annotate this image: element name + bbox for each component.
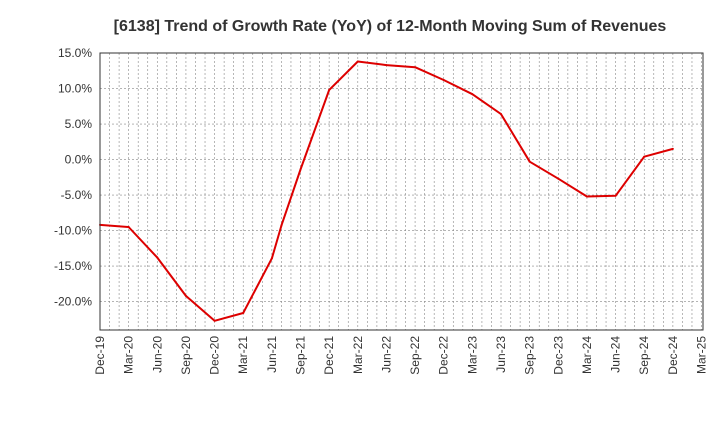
x-tick-label: Sep-21: [294, 336, 308, 375]
x-tick-label: Mar-22: [351, 336, 365, 374]
series-line: [99, 60, 674, 322]
data-point: [270, 257, 273, 260]
data-point: [385, 64, 388, 67]
x-tick-label: Jun-21: [265, 336, 279, 373]
y-tick-label: -20.0%: [54, 295, 92, 309]
data-point: [643, 155, 646, 158]
x-tick-label: Mar-25: [695, 336, 709, 374]
y-tick-label: -15.0%: [54, 259, 92, 273]
x-tick-label: Sep-22: [408, 336, 422, 375]
x-tick-label: Jun-20: [150, 336, 164, 373]
y-tick-label: 0.0%: [65, 153, 93, 167]
data-point: [127, 226, 130, 229]
data-point: [156, 256, 159, 259]
y-axis-ticks: 15.0% 10.0% 5.0% 0.0% -5.0% -10.0% -15.0% -20.0…: [54, 46, 92, 309]
series-layer: [99, 60, 674, 322]
y-tick-label: -10.0%: [54, 224, 92, 238]
grid: [100, 52, 703, 330]
y-tick-label: 5.0%: [65, 117, 93, 131]
data-point: [585, 195, 588, 198]
data-point: [671, 147, 674, 150]
x-tick-label: Jun-24: [609, 336, 623, 373]
y-tick-label: -5.0%: [61, 188, 93, 202]
x-tick-label: Mar-24: [580, 336, 594, 374]
x-tick-label: Dec-23: [551, 336, 565, 375]
y-tick-label: 15.0%: [58, 46, 92, 60]
data-point: [471, 93, 474, 96]
x-tick-label: Dec-21: [322, 336, 336, 375]
data-point: [213, 319, 216, 322]
data-point: [328, 88, 331, 91]
data-point: [414, 66, 417, 69]
data-point: [528, 160, 531, 163]
x-tick-label: Mar-20: [122, 336, 136, 374]
data-point: [442, 78, 445, 81]
x-tick-label: Dec-24: [666, 336, 680, 375]
x-tick-label: Sep-23: [523, 336, 537, 375]
data-point: [299, 168, 302, 171]
chart-title: [6138] Trend of Growth Rate (YoY) of 12-…: [114, 18, 667, 35]
data-point: [280, 224, 283, 227]
data-point: [356, 60, 359, 63]
data-point: [557, 177, 560, 180]
data-point: [614, 194, 617, 197]
x-tick-label: Mar-23: [465, 336, 479, 374]
x-tick-label: Jun-23: [494, 336, 508, 373]
y-tick-label: 10.0%: [58, 82, 92, 96]
x-tick-label: Mar-21: [236, 336, 250, 374]
x-tick-label: Dec-22: [437, 336, 451, 375]
x-tick-label: Sep-24: [637, 336, 651, 375]
data-point: [500, 113, 503, 116]
x-tick-label: Dec-20: [208, 336, 222, 375]
data-point: [184, 294, 187, 297]
x-tick-label: Dec-19: [93, 336, 107, 375]
x-tick-label: Sep-20: [179, 336, 193, 375]
x-axis-ticks: Dec-19 Mar-20 Jun-20 Sep-20 Dec-20 Mar-21 Jun-…: [93, 336, 709, 375]
plot-frame: [99, 52, 704, 331]
data-point: [242, 311, 245, 314]
x-tick-label: Jun-22: [379, 336, 393, 373]
